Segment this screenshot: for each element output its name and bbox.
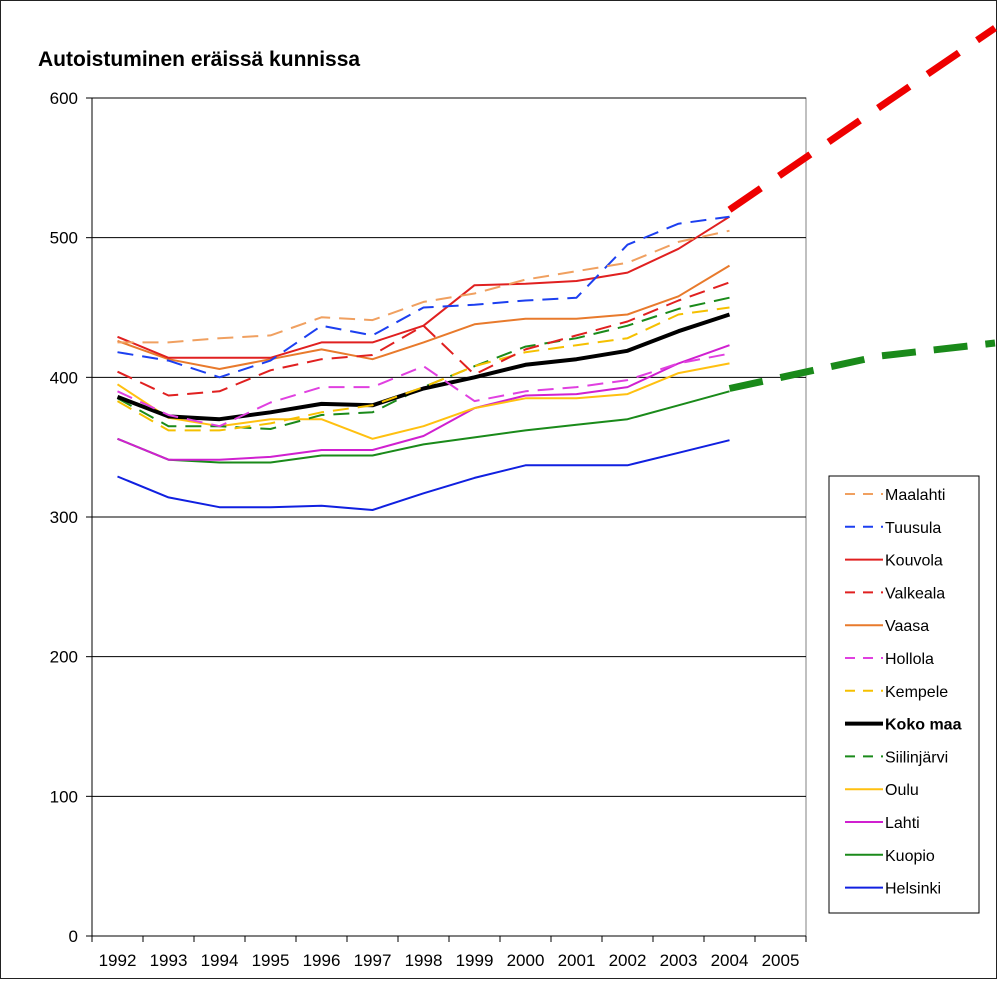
x-tick-label: 1997 [354, 951, 392, 970]
series-line-valkeala [117, 281, 730, 397]
y-tick-label: 100 [50, 787, 78, 806]
series-line-kuopio [117, 390, 730, 464]
x-tick-label: 1998 [405, 951, 443, 970]
series-line-kempele [117, 306, 730, 432]
x-tick-label: 2003 [660, 951, 698, 970]
x-tick-label: 2002 [609, 951, 647, 970]
legend-label: Kempele [885, 684, 948, 701]
projection-layer [727, 25, 997, 392]
x-tick-label: 1999 [456, 951, 494, 970]
gridlines [92, 97, 806, 797]
x-tick-label: 1992 [99, 951, 137, 970]
x-tick-label: 1996 [303, 951, 341, 970]
y-tick-label: 0 [69, 927, 78, 946]
series-layer [116, 215, 731, 511]
y-tick-label: 500 [50, 229, 78, 248]
legend: Maalahti Tuusula Kouvola Valkeala Vaasa Hollo… [828, 475, 980, 914]
legend-label: Siilinjärvi [885, 749, 948, 766]
series-line-tuusula [117, 215, 730, 379]
series-line-helsinki [117, 439, 730, 511]
legend-label: Valkeala [885, 585, 945, 602]
projection-line-green [728, 339, 996, 392]
series-line-kouvola [117, 215, 731, 359]
x-tick-label: 1994 [201, 951, 239, 970]
legend-box [828, 475, 980, 914]
x-tick-label: 2001 [558, 951, 596, 970]
x-tick-label: 2004 [711, 951, 749, 970]
legend-label: Vaasa [885, 618, 929, 635]
series-line-maalahti [117, 229, 730, 344]
series-line-hollola [117, 352, 730, 428]
series-line-vaasa [117, 264, 731, 370]
series-line-koko-maa [116, 312, 731, 422]
y-tick-label: 400 [50, 368, 78, 387]
projection-line-red [727, 25, 997, 213]
series-line-lahti [117, 344, 730, 461]
chart-title: Autoistuminen eräissä kunnissa [38, 48, 360, 71]
legend-label: Kouvola [885, 553, 943, 570]
axes: 0 100 200 300 400 500 600 1992 1993 1994 1995 1996 1… [50, 89, 807, 970]
legend-label: Oulu [885, 782, 919, 799]
legend-label: Maalahti [885, 487, 945, 504]
x-tick-label: 2000 [507, 951, 545, 970]
y-tick-label: 300 [50, 508, 78, 527]
x-tick-label: 2005 [762, 951, 800, 970]
y-tick-label: 200 [50, 648, 78, 667]
legend-label: Helsinki [885, 881, 941, 898]
legend-label: Lahti [885, 815, 920, 832]
y-tick-label: 600 [50, 89, 78, 108]
x-tick-label: 1993 [150, 951, 188, 970]
legend-label: Tuusula [885, 520, 941, 537]
legend-label: Hollola [885, 651, 934, 668]
x-tick-label: 1995 [252, 951, 290, 970]
legend-label: Kuopio [885, 848, 935, 865]
legend-label: Koko maa [885, 717, 962, 734]
